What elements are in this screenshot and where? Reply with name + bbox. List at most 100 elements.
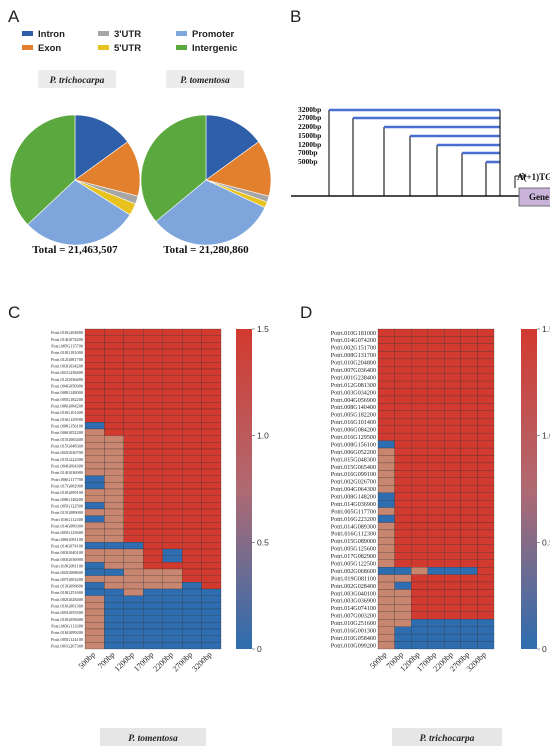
- heatmap-row-label: Potri.016G112300: [331, 532, 376, 538]
- heatmap-cell: [377, 626, 395, 635]
- heatmap-row-label: Potri.014G074200: [331, 338, 376, 344]
- heatmap-cell: [123, 368, 144, 376]
- heatmap-cell: [427, 328, 445, 337]
- heatmap-cell: [394, 447, 412, 456]
- heatmap-cell: [411, 388, 428, 397]
- heatmap-cell: [411, 641, 428, 650]
- heatmap-row-label: Potri.006G117700: [51, 477, 83, 482]
- heatmap-cell: [394, 380, 412, 389]
- heatmap-cell: [123, 402, 144, 410]
- colorbar-tick-label: 0: [542, 644, 547, 654]
- heatmap-cell: [394, 581, 412, 590]
- heatmap-row-label: Potri.016G001300: [331, 628, 376, 634]
- heatmap-cell: [377, 529, 395, 538]
- heatmap-row-label: Potri.016G223200: [331, 517, 376, 523]
- heatmap-cell: [411, 440, 428, 449]
- heatmap-cell: [201, 595, 222, 603]
- heatmap-cell: [123, 362, 144, 370]
- heatmap-cell: [394, 626, 412, 635]
- heatmap-cell: [162, 355, 183, 363]
- heatmap-cell: [377, 433, 395, 441]
- heatmap-row-label: Potri.008G148200: [331, 495, 376, 501]
- pie-slice-exon: [74, 141, 141, 197]
- heatmap-cell: [427, 567, 445, 575]
- heatmap-cell: [123, 328, 144, 336]
- heatmap-cell: [427, 470, 445, 478]
- heatmap-cell: [201, 402, 222, 410]
- legend-swatch-promoter: [176, 31, 187, 36]
- heatmap-row-label: Potri.007G036400: [331, 368, 376, 374]
- heatmap-cell: [182, 568, 202, 576]
- heatmap-cell: [477, 395, 495, 404]
- heatmap-cell: [162, 582, 183, 590]
- heatmap-cell: [84, 462, 105, 470]
- heatmap-cell: [394, 328, 412, 337]
- heatmap-cell: [123, 335, 144, 343]
- heatmap-cell: [84, 382, 105, 390]
- heatmap-cell: [377, 633, 395, 642]
- pie-slice-intron: [205, 114, 260, 181]
- heatmap-cell: [377, 574, 395, 583]
- heatmap-cell: [411, 604, 428, 612]
- heatmap-cell: [377, 522, 395, 531]
- heatmap-cell: [182, 535, 202, 543]
- heatmap-cell: [104, 342, 124, 350]
- heatmap-cell: [162, 335, 183, 343]
- heatmap-cell: [477, 425, 495, 434]
- heatmap-cell: [143, 588, 163, 596]
- heatmap-cell: [377, 403, 395, 411]
- heatmap-cell: [182, 475, 202, 483]
- heatmap-cell: [477, 470, 495, 478]
- heatmap-cell: [377, 380, 395, 389]
- heatmap-cell: [182, 462, 202, 470]
- heatmap-cell: [411, 425, 428, 434]
- heatmap-row-label: Potri.012G081700: [51, 357, 83, 362]
- heatmap-cell: [123, 615, 144, 623]
- heatmap-row-label: Potri.005G122500: [51, 504, 83, 509]
- heatmap-cell: [123, 408, 144, 416]
- heatmap-cell: [411, 373, 428, 382]
- heatmap-cell: [84, 635, 105, 643]
- panel-d-label: D: [300, 303, 312, 322]
- heatmap-cell: [162, 535, 183, 543]
- heatmap-cell: [411, 559, 428, 568]
- legend-swatch-exon: [22, 45, 33, 50]
- heatmap-cell: [201, 608, 222, 616]
- heatmap-row-label: Potri.005G182200: [51, 397, 83, 402]
- heatmap-cell: [377, 552, 395, 560]
- heatmap-cell: [460, 485, 478, 493]
- heatmap-cell: [377, 477, 395, 486]
- heatmap-cell: [394, 410, 412, 419]
- heatmap-cell: [123, 468, 144, 476]
- heatmap-cell: [377, 641, 395, 650]
- heatmap-cell: [460, 403, 478, 411]
- legend-label-utr3: 3'UTR: [114, 29, 141, 40]
- heatmap-cell: [162, 488, 183, 496]
- heatmap-cell: [104, 508, 124, 516]
- heatmap-row-label: Potri.004G064300: [331, 487, 376, 493]
- heatmap-cell: [427, 425, 445, 434]
- heatmap-cell: [460, 604, 478, 612]
- heatmap-cell: [182, 588, 202, 596]
- heatmap-cell: [394, 544, 412, 553]
- heatmap-cell: [143, 595, 163, 603]
- heatmap-cell: [377, 336, 395, 345]
- heatmap-cell: [104, 495, 124, 503]
- heatmap-cell: [123, 488, 144, 496]
- heatmap-cell: [84, 415, 105, 423]
- heatmap-cell: [84, 488, 105, 496]
- heatmap-cell: [460, 447, 478, 456]
- heatmap-cell: [182, 548, 202, 556]
- heatmap-cell: [162, 615, 183, 623]
- heatmap-cell: [411, 522, 428, 531]
- pie-title: P. tomentosa: [180, 76, 230, 86]
- pie-total: Total = 21,280,860: [163, 244, 249, 256]
- colorbar-tick-label: 0: [257, 644, 262, 654]
- heatmap-cell: [427, 433, 445, 441]
- heatmap-cell: [477, 559, 495, 568]
- heatmap-row-label: Potri.005G055500: [51, 610, 83, 615]
- heatmap-cell: [427, 366, 445, 374]
- heatmap-cell: [411, 626, 428, 635]
- heatmap-cell: [394, 537, 412, 545]
- heatmap-cell: [411, 343, 428, 352]
